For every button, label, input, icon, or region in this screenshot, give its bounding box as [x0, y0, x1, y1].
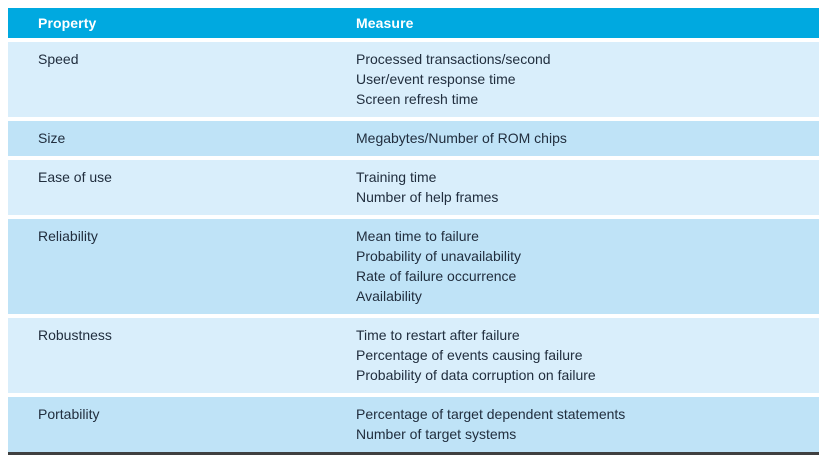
table-row: Portability Percentage of target depende… [8, 397, 819, 452]
measure-line: User/event response time [356, 71, 516, 87]
measure-line: Mean time to failure [356, 228, 479, 244]
measure-line: Processed transactions/second [356, 51, 551, 67]
metrics-table: Property Measure Speed Processed transac… [8, 8, 819, 455]
measure-cell: Time to restart after failure Percentage … [356, 325, 819, 385]
measure-cell: Percentage of target dependent statement… [356, 404, 819, 444]
table-row: Speed Processed transactions/second User/… [8, 42, 819, 117]
measure-line: Megabytes/Number of ROM chips [356, 130, 567, 146]
property-cell: Size [38, 130, 66, 146]
measure-line: Number of help frames [356, 189, 499, 205]
measure-cell: Processed transactions/second User/event … [356, 49, 819, 109]
property-cell: Speed [38, 51, 79, 67]
column-header-measure: Measure [356, 15, 414, 31]
property-cell: Portability [38, 406, 100, 422]
table-row: Ease of use Training time Number of help … [8, 160, 819, 215]
measure-line: Training time [356, 169, 437, 185]
measure-line: Probability of unavailability [356, 248, 521, 264]
column-header-property: Property [38, 15, 97, 31]
table-body: Speed Processed transactions/second User/… [8, 42, 819, 452]
measure-cell: Training time Number of help frames [356, 167, 819, 207]
measure-line: Time to restart after failure [356, 327, 520, 343]
table-header-row: Property Measure [8, 8, 819, 38]
measure-line: Number of target systems [356, 426, 517, 442]
table-row: Robustness Time to restart after failure… [8, 318, 819, 393]
measure-line: Screen refresh time [356, 91, 479, 107]
table-row: Reliability Mean time to failure Probabil… [8, 219, 819, 314]
measure-cell: Megabytes/Number of ROM chips [356, 128, 819, 148]
measure-line: Percentage of target dependent statement… [356, 406, 626, 422]
table-bottom-rule [8, 452, 819, 455]
property-cell: Reliability [38, 228, 98, 244]
property-cell: Robustness [38, 327, 112, 343]
measure-line: Probability of data corruption on failur… [356, 367, 596, 383]
measure-line: Rate of failure occurrence [356, 268, 517, 284]
measure-line: Percentage of events causing failure [356, 347, 583, 363]
property-cell: Ease of use [38, 169, 112, 185]
table-row: Size Megabytes/Number of ROM chips [8, 121, 819, 156]
measure-line: Availability [356, 288, 422, 304]
measure-cell: Mean time to failure Probability of unava… [356, 226, 819, 306]
